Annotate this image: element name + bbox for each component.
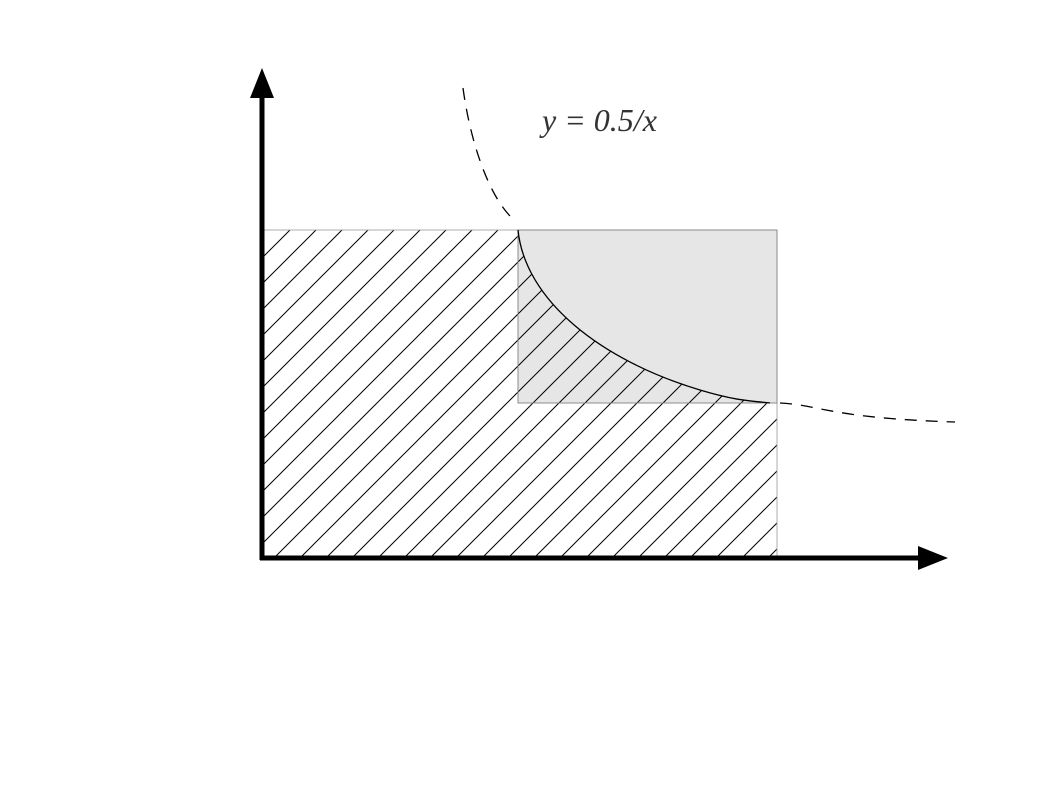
- gray-region-border: [517, 229, 778, 404]
- curve: [517, 229, 771, 404]
- curve-extension-upper: [462, 87, 513, 219]
- x-axis-arrow: [918, 546, 948, 570]
- under-curve-hatch: [518, 230, 770, 403]
- curve-extension-lower: [779, 402, 956, 423]
- y-axis-arrow: [250, 68, 274, 98]
- curve-label: y = 0.5/x: [539, 102, 657, 138]
